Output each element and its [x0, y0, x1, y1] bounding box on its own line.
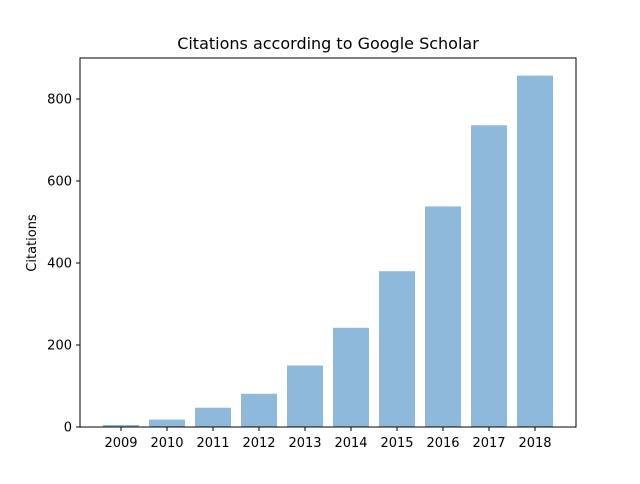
x-tick-label: 2009	[104, 436, 137, 451]
bar-2016	[425, 206, 461, 427]
x-tick-label: 2015	[380, 436, 413, 451]
y-tick-label: 200	[47, 339, 72, 354]
ticks-layer: 2009 2010 2011 2012 2013 2014 2015 2016 2017 2018…	[47, 93, 551, 452]
x-tick-label: 2014	[334, 436, 367, 451]
x-tick-label: 2011	[196, 436, 229, 451]
bar-2010	[149, 419, 185, 427]
plot-frame	[79, 57, 577, 428]
bars-layer	[103, 75, 553, 428]
bar-2009	[103, 424, 139, 427]
y-tick-label: 400	[47, 257, 72, 272]
bar-2015	[379, 271, 415, 427]
y-axis-label: Citations	[25, 214, 40, 272]
bar-2013	[287, 365, 323, 427]
bar-2018	[517, 75, 553, 427]
x-tick-label: 2016	[426, 436, 459, 451]
x-tick-label: 2010	[150, 436, 183, 451]
bar-2011	[195, 407, 231, 427]
y-tick-label: 800	[47, 93, 72, 108]
bar-2012	[241, 393, 277, 427]
y-tick-label: 600	[47, 175, 72, 190]
x-tick-label: 2012	[242, 436, 275, 451]
bar-2017	[471, 125, 507, 428]
y-tick-label: 0	[64, 421, 72, 436]
bar-2014	[333, 327, 369, 427]
x-tick-label: 2017	[472, 436, 505, 451]
x-tick-label: 2013	[288, 436, 321, 451]
x-tick-label: 2018	[518, 436, 551, 451]
chart-title: Citations according to Google Scholar	[177, 34, 479, 53]
